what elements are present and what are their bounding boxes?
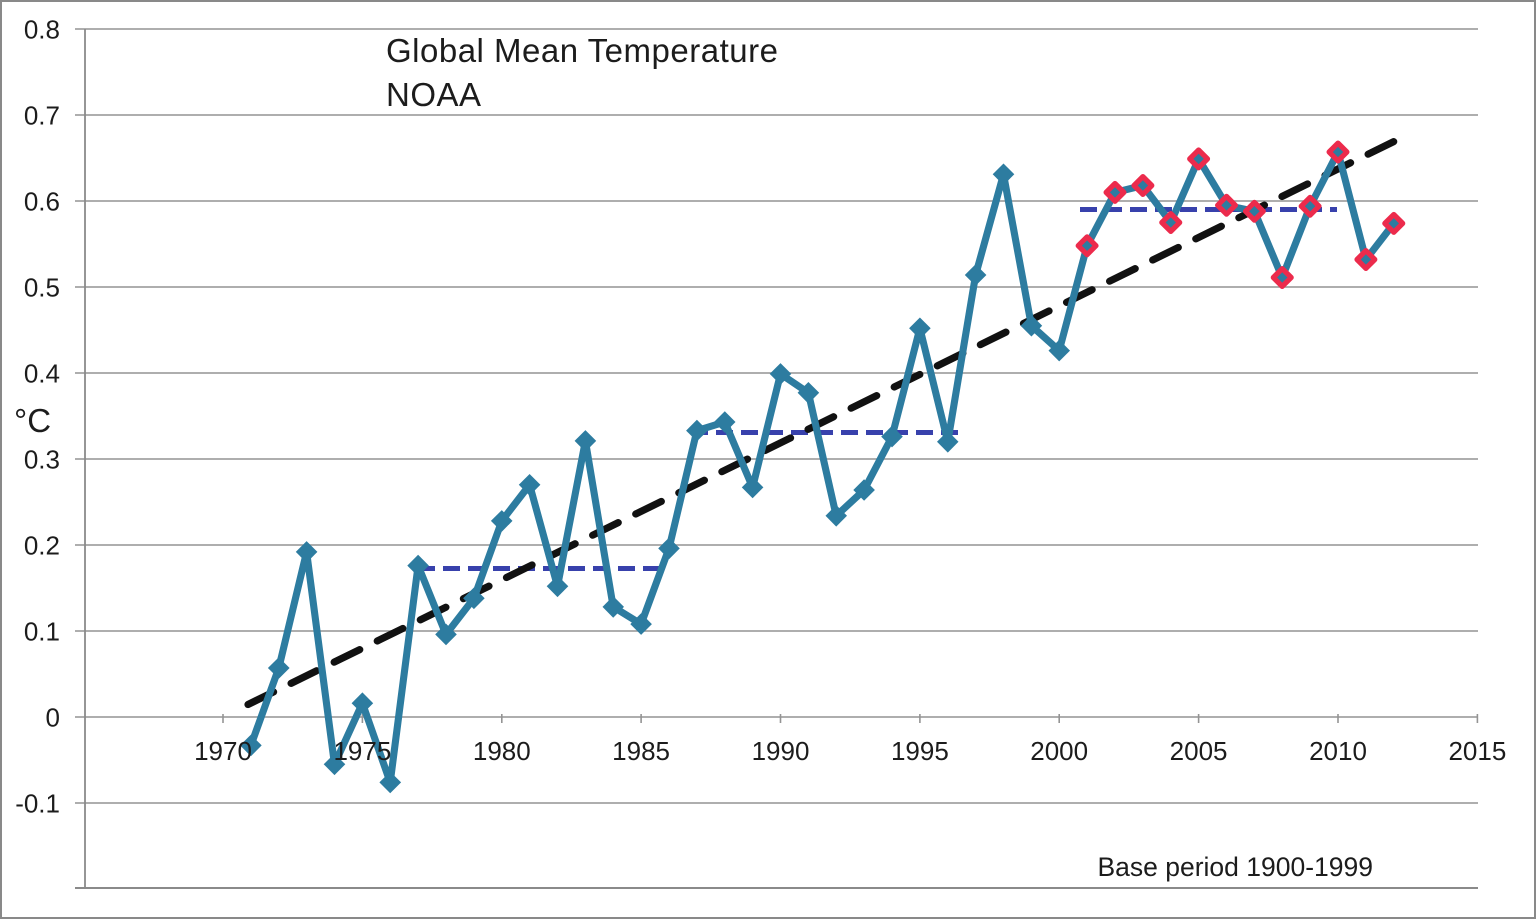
svg-text:0.6: 0.6 <box>24 187 60 217</box>
svg-text:0.3: 0.3 <box>24 445 60 475</box>
svg-text:1985: 1985 <box>612 736 670 766</box>
svg-text:0.5: 0.5 <box>24 273 60 303</box>
svg-text:0.4: 0.4 <box>24 359 60 389</box>
svg-text:1975: 1975 <box>333 736 391 766</box>
svg-text:2005: 2005 <box>1170 736 1228 766</box>
svg-text:0.7: 0.7 <box>24 101 60 131</box>
svg-text:0.8: 0.8 <box>24 15 60 45</box>
svg-text:2010: 2010 <box>1309 736 1367 766</box>
svg-text:Global Mean Temperature: Global Mean Temperature <box>386 32 778 69</box>
svg-text:-0.1: -0.1 <box>15 789 60 819</box>
svg-text:0.1: 0.1 <box>24 617 60 647</box>
svg-text:2015: 2015 <box>1448 736 1506 766</box>
svg-text:°C: °C <box>14 402 51 439</box>
svg-text:NOAA: NOAA <box>386 76 482 113</box>
svg-text:0: 0 <box>46 703 60 733</box>
svg-text:1990: 1990 <box>752 736 810 766</box>
svg-text:1995: 1995 <box>891 736 949 766</box>
svg-text:Base period 1900-1999: Base period 1900-1999 <box>1097 852 1373 882</box>
svg-text:1970: 1970 <box>194 736 252 766</box>
svg-text:1980: 1980 <box>473 736 531 766</box>
svg-text:2000: 2000 <box>1030 736 1088 766</box>
svg-text:0.2: 0.2 <box>24 531 60 561</box>
